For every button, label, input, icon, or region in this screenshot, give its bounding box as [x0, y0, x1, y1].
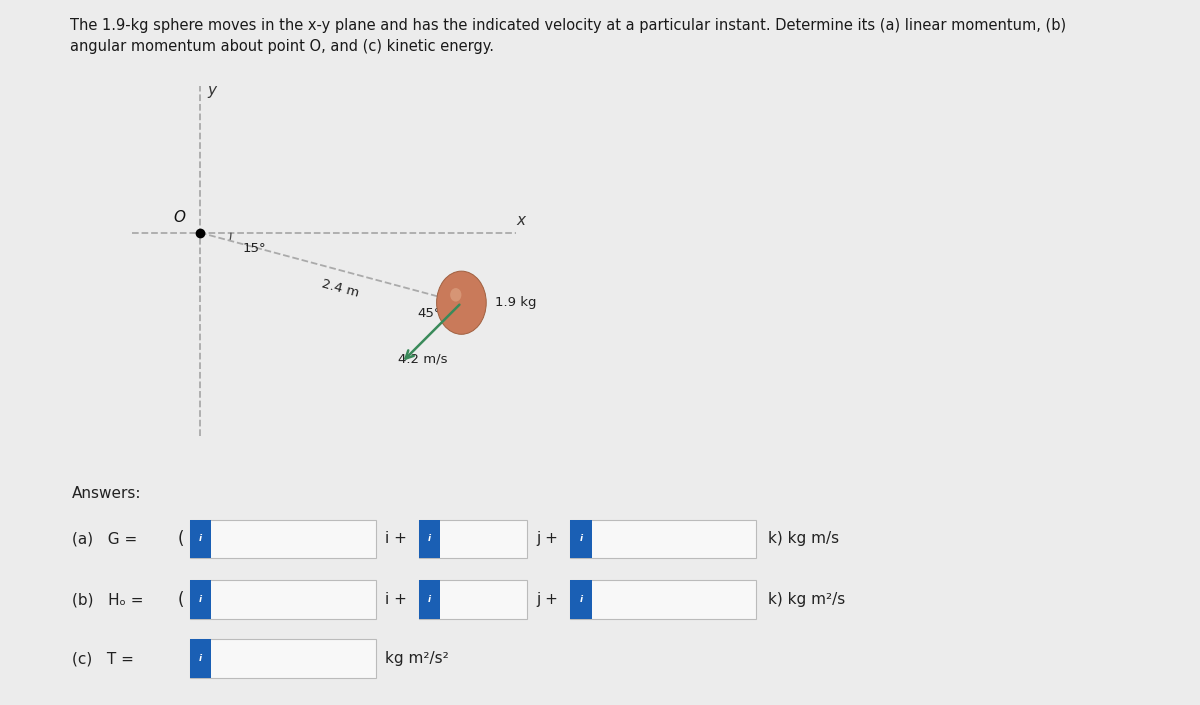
Text: Answers:: Answers:	[72, 486, 142, 501]
Text: k) kg m/s: k) kg m/s	[768, 532, 839, 546]
Ellipse shape	[450, 288, 462, 302]
Text: $O$: $O$	[173, 209, 186, 225]
Text: (c)   T =: (c) T =	[72, 651, 134, 666]
Text: $x$: $x$	[516, 213, 527, 228]
Text: i: i	[428, 595, 431, 604]
Text: (a)   G =: (a) G =	[72, 532, 137, 546]
Text: (b)   Hₒ =: (b) Hₒ =	[72, 592, 144, 607]
Text: 45°: 45°	[418, 307, 442, 320]
Text: k) kg m²/s: k) kg m²/s	[768, 592, 845, 607]
Text: i: i	[199, 534, 202, 544]
Text: i: i	[199, 654, 202, 663]
Text: i +: i +	[385, 592, 407, 607]
Text: The 1.9-kg sphere moves in the x-y plane and has the indicated velocity at a par: The 1.9-kg sphere moves in the x-y plane…	[70, 18, 1066, 32]
Text: j +: j +	[536, 532, 558, 546]
Text: i: i	[199, 595, 202, 604]
Text: i: i	[580, 595, 582, 604]
Text: (: (	[178, 591, 184, 608]
Text: 2.4 m: 2.4 m	[320, 277, 361, 300]
Text: i: i	[428, 534, 431, 544]
Text: j +: j +	[536, 592, 558, 607]
Text: kg m²/s²: kg m²/s²	[385, 651, 449, 666]
Text: i +: i +	[385, 532, 407, 546]
Text: 1.9 kg: 1.9 kg	[496, 296, 536, 309]
Ellipse shape	[437, 271, 486, 334]
Text: angular momentum about point O, and (c) kinetic energy.: angular momentum about point O, and (c) …	[70, 39, 493, 54]
Text: 4.2 m/s: 4.2 m/s	[397, 353, 448, 366]
Text: (: (	[178, 530, 184, 548]
Text: 15°: 15°	[242, 242, 266, 255]
Text: $y$: $y$	[206, 84, 218, 99]
Text: i: i	[580, 534, 582, 544]
